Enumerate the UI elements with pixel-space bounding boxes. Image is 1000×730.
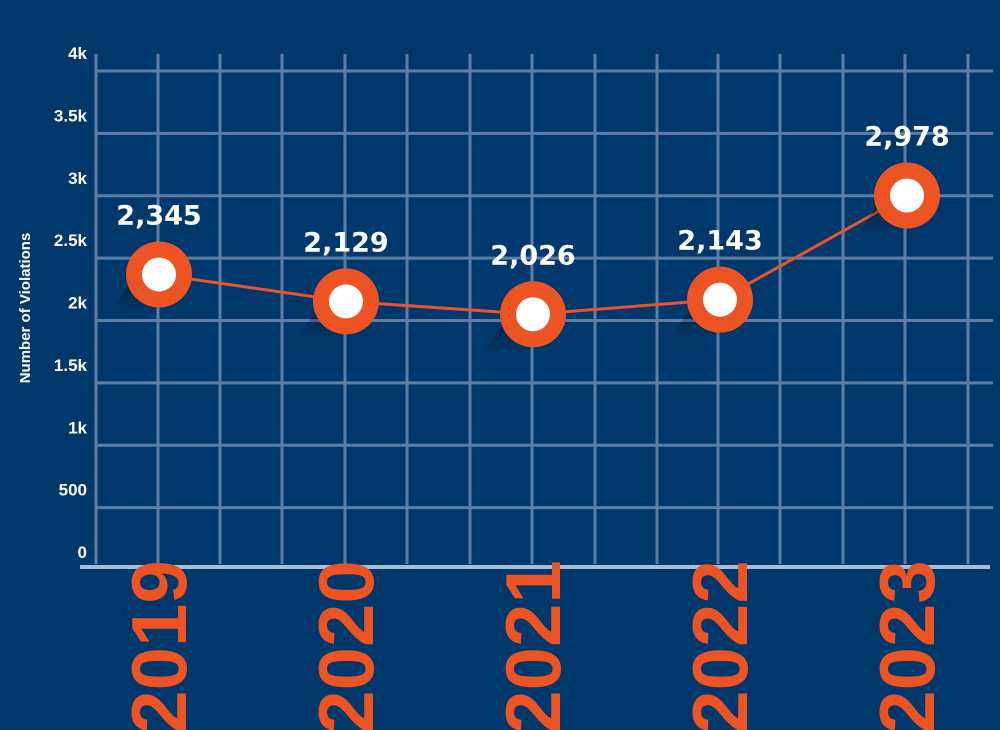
marker-center (516, 297, 550, 332)
y-tick-label: 3k (68, 169, 87, 188)
x-tick-label: 2023 (863, 560, 951, 730)
data-point-marker (294, 268, 379, 342)
y-tick-label: 2k (68, 294, 87, 313)
y-axis-label: Number of Violations (17, 233, 34, 384)
x-tick-label: 2021 (489, 560, 577, 730)
x-axis-ticks: 2019 2020 2021 2022 2023 (115, 560, 951, 730)
data-point-marker (855, 162, 940, 236)
y-tick-label: 1.5k (54, 356, 88, 375)
y-tick-label: 4k (68, 44, 87, 63)
data-point-marker (481, 281, 566, 355)
data-label: 2,345 (116, 200, 201, 231)
data-label: 2,026 (490, 240, 575, 271)
y-tick-label: 2.5k (54, 231, 88, 250)
y-tick-label: 0 (78, 543, 87, 562)
y-axis-ticks: 0 500 1k 1.5k 2k 2.5k 3k 3.5k 4k (54, 44, 88, 562)
data-labels: 2,345 2,129 2,026 2,143 2,978 (116, 121, 949, 271)
marker-center (703, 282, 737, 317)
data-label: 2,143 (677, 226, 762, 257)
marker-center (142, 257, 176, 292)
marker-center (329, 284, 363, 319)
marker-center (890, 178, 924, 213)
x-tick-label: 2020 (302, 560, 390, 730)
data-label: 2,978 (864, 121, 949, 152)
x-tick-label: 2022 (676, 560, 764, 730)
data-label: 2,129 (303, 227, 388, 258)
y-tick-label: 1k (68, 418, 87, 437)
x-tick-label: 2019 (115, 560, 203, 730)
data-points (107, 162, 940, 355)
y-tick-label: 500 (59, 481, 87, 500)
data-point-marker (668, 266, 753, 340)
data-point-marker (107, 241, 192, 315)
y-tick-label: 3.5k (54, 106, 88, 125)
